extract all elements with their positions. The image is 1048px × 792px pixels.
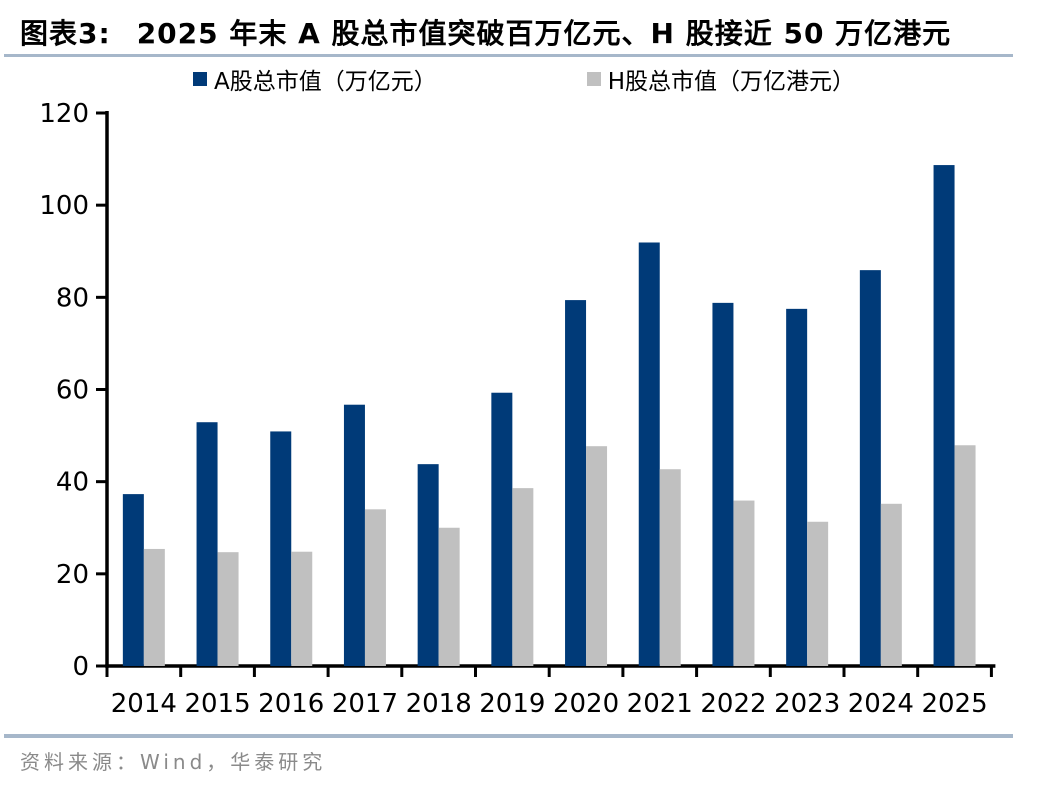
bar-a-share-2016 [270,431,292,666]
bar-h-share-2020 [586,446,608,666]
y-label-120: 120 [39,99,89,129]
bar-a-share-2025 [933,165,955,666]
title-separator-line [4,54,1013,57]
bar-a-share-2015 [196,422,218,666]
bar-a-share-2019 [491,392,513,666]
bar-h-share-2018 [438,527,460,666]
bar-h-share-2017 [364,509,386,666]
x-label-2019: 2019 [479,689,545,719]
bar-a-share-2024 [859,270,881,666]
bar-h-share-2025 [954,445,976,666]
x-label-2025: 2025 [921,689,987,719]
bar-h-share-2022 [733,500,755,666]
legend-label-h-share: H股总市值（万亿港元） [607,69,856,95]
h-share-swatch-icon [586,72,601,86]
y-label-80: 80 [56,283,89,313]
bar-h-share-2023 [807,521,829,666]
page-title: 图表3: 2025 年末 A 股总市值突破百万亿元、H 股接近 50 万亿港元 [20,12,1020,52]
legend-item-h-share: H股总市值（万亿港元） [586,62,856,96]
chart-legend: A股总市值（万亿元） H股总市值（万亿港元） [0,62,1048,96]
bar-a-share-2023 [786,308,808,666]
y-label-20: 20 [56,560,89,590]
x-label-2014: 2014 [111,689,177,719]
bar-a-share-2018 [417,464,439,666]
a-share-swatch-icon [192,72,207,86]
bar-h-share-2021 [659,469,681,666]
x-label-2021: 2021 [627,689,693,719]
y-label-100: 100 [39,191,89,221]
bar-a-share-2017 [343,404,365,666]
figure-title-text: 2025 年末 A 股总市值突破百万亿元、H 股接近 50 万亿港元 [136,17,952,50]
x-label-2017: 2017 [332,689,398,719]
x-label-2024: 2024 [848,689,914,719]
bar-h-share-2024 [880,503,902,666]
bar-a-share-2020 [565,300,587,666]
x-label-2023: 2023 [774,689,840,719]
x-label-2020: 2020 [553,689,619,719]
x-label-2016: 2016 [258,689,324,719]
bar-a-share-2014 [122,494,144,666]
source-text: 资料来源：Wind，华泰研究 [20,750,327,774]
bar-h-share-2016 [291,551,313,666]
bar-a-share-2022 [712,302,734,666]
footer-separator-line [4,734,1013,738]
bar-h-share-2019 [512,488,534,666]
bar-h-share-2014 [143,548,165,666]
y-label-0: 0 [72,652,89,682]
x-label-2018: 2018 [406,689,472,719]
bar-h-share-2015 [217,552,239,666]
y-label-60: 60 [56,376,89,406]
y-label-40: 40 [56,468,89,498]
figure-tag: 图表3: [20,17,111,50]
x-label-2022: 2022 [700,689,766,719]
x-label-2015: 2015 [184,689,250,719]
bar-a-share-2021 [638,242,660,666]
legend-label-a-share: A股总市值（万亿元） [213,69,437,95]
legend-item-a-share: A股总市值（万亿元） [192,62,437,96]
